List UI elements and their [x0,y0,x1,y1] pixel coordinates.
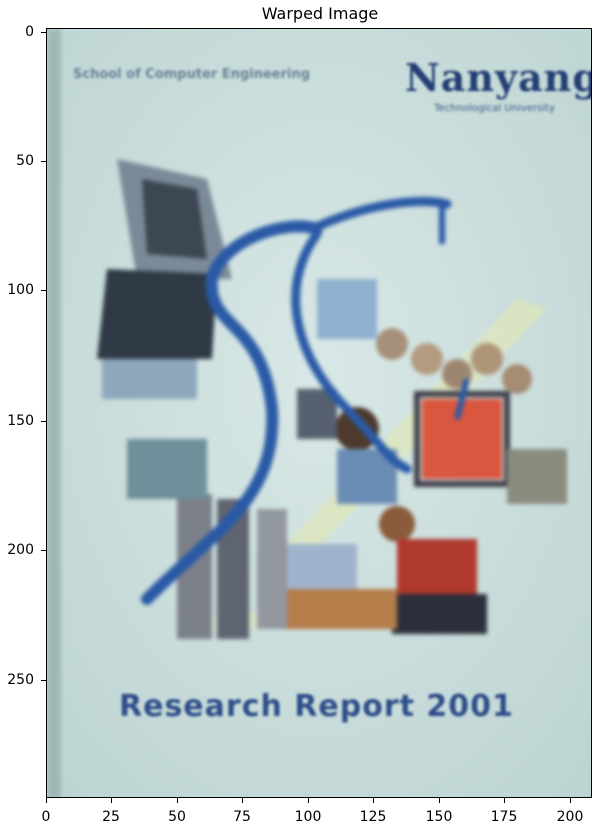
x-tick-mark [242,798,243,803]
cover-collage [47,29,591,797]
cover-brand: Nanyang [405,55,592,100]
crowd-head [411,343,443,375]
figure-title: Warped Image [261,4,379,23]
crowd-head [502,364,532,394]
y-tick-label: 250 [7,672,34,688]
y-tick-label: 0 [25,24,34,40]
x-tick-label: 150 [425,809,453,825]
x-tick-label: 100 [294,809,322,825]
building-photo [142,179,207,259]
person-body [397,539,477,594]
cover-brand-subtitle: Technological University [434,103,555,114]
monitor-photo [317,279,377,339]
x-tick-mark [177,798,178,803]
person-head [379,506,415,542]
x-tick-label: 175 [490,809,518,825]
x-tick-label: 0 [41,809,51,825]
x-tick-label: 50 [168,809,186,825]
monitor-photo [422,399,502,479]
image-axes: School of Computer Engineering Nanyang T… [46,28,592,798]
x-tick-mark [373,798,374,803]
keyboard-photo [392,594,487,634]
blue-swoosh [291,197,452,474]
y-tick-label: 100 [7,282,34,298]
collage-patch [287,589,397,629]
y-tick-mark [41,161,46,162]
x-tick-mark [570,798,571,803]
crowd-head [376,328,408,360]
building-photo [97,269,217,359]
y-tick-mark [41,550,46,551]
paper-edge [47,29,61,797]
server-rack [257,509,287,629]
crowd-head [471,343,503,375]
cover-report-title: Research Report 2001 [119,689,514,724]
x-tick-label: 125 [359,809,387,825]
y-tick-mark [41,290,46,291]
x-tick-mark [504,798,505,803]
collage-patch [507,449,567,504]
x-tick-mark [111,798,112,803]
y-tick-mark [41,421,46,422]
y-tick-mark [41,680,46,681]
x-tick-mark [46,798,47,803]
x-tick-label: 200 [556,809,584,825]
blue-swoosh [454,378,470,420]
y-tick-label: 50 [16,153,34,169]
y-tick-label: 200 [7,542,34,558]
person-head [335,407,379,451]
monitor-photo [287,544,357,589]
collage-patch [127,439,207,499]
x-tick-mark [439,798,440,803]
blue-swoosh [141,220,323,605]
x-tick-label: 75 [233,809,251,825]
y-tick-mark [41,32,46,33]
x-tick-mark [308,798,309,803]
y-tick-label: 150 [7,413,34,429]
cover-school-name: School of Computer Engineering [73,67,311,82]
x-tick-label: 25 [102,809,120,825]
